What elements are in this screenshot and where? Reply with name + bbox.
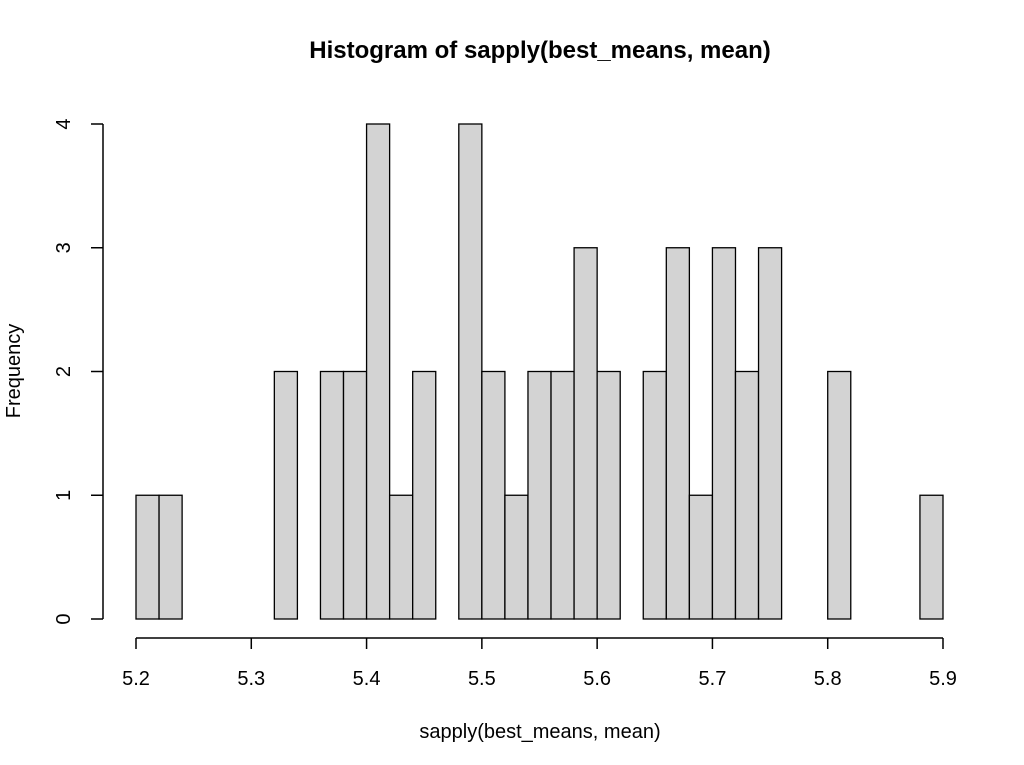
histogram-bar bbox=[734, 370, 760, 620]
histogram-bar bbox=[481, 370, 506, 620]
x-tick-label: 5.9 bbox=[929, 668, 957, 690]
histogram-bar bbox=[158, 494, 183, 620]
x-tick-label: 5.3 bbox=[237, 668, 265, 690]
x-tick-label: 5.5 bbox=[468, 668, 496, 690]
y-axis-label: Frequency bbox=[3, 324, 25, 419]
histogram-bar bbox=[550, 370, 575, 620]
y-axis: 0 1 2 3 4 bbox=[53, 118, 104, 625]
x-tick-label: 5.4 bbox=[353, 668, 381, 690]
histogram-bar bbox=[688, 494, 714, 620]
histogram-bar bbox=[319, 370, 345, 620]
histogram-bar bbox=[388, 494, 414, 620]
x-axis: 5.2 5.3 5.4 5.5 5.6 5.7 5.8 5.9 bbox=[122, 637, 957, 690]
histogram-bar bbox=[665, 247, 691, 620]
x-axis-label: sapply(best_means, mean) bbox=[419, 721, 660, 743]
histogram-bar bbox=[596, 370, 621, 620]
x-tick-label: 5.7 bbox=[699, 668, 727, 690]
histogram-bar bbox=[919, 494, 944, 620]
histogram-bar bbox=[342, 370, 368, 620]
x-tick-label: 5.8 bbox=[814, 668, 842, 690]
histogram-bar bbox=[827, 370, 852, 620]
histogram-bar bbox=[504, 494, 529, 620]
histogram-bar bbox=[273, 370, 299, 620]
histogram-bar bbox=[573, 247, 598, 620]
histogram-bar bbox=[527, 370, 552, 620]
histogram-bar bbox=[458, 123, 483, 620]
y-tick-label: 4 bbox=[53, 118, 75, 129]
histogram-bar bbox=[642, 370, 667, 620]
y-tick-label: 3 bbox=[53, 242, 75, 253]
histogram-bar bbox=[757, 247, 783, 620]
y-tick-label: 0 bbox=[53, 613, 75, 624]
histogram-bar bbox=[365, 123, 391, 620]
bars-layer bbox=[135, 123, 944, 620]
histogram-bar bbox=[135, 494, 160, 620]
y-tick-label: 2 bbox=[53, 366, 75, 377]
histogram-bar bbox=[711, 247, 737, 620]
x-tick-label: 5.6 bbox=[583, 668, 611, 690]
histogram-bar bbox=[412, 370, 437, 620]
chart-title: Histogram of sapply(best_means, mean) bbox=[309, 37, 770, 64]
x-tick-label: 5.2 bbox=[122, 668, 150, 690]
y-tick-label: 1 bbox=[53, 490, 75, 501]
